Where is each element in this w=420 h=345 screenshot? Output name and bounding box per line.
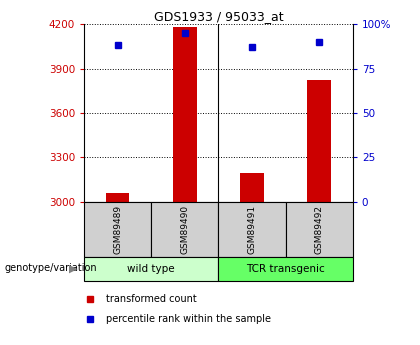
Bar: [106, 193, 129, 202]
Bar: [84, 202, 151, 257]
Text: GSM89489: GSM89489: [113, 205, 122, 254]
Text: wild type: wild type: [127, 264, 175, 274]
Bar: [240, 173, 264, 202]
Bar: [286, 202, 353, 257]
Bar: [151, 202, 218, 257]
Bar: [173, 27, 197, 202]
Text: GSM89492: GSM89492: [315, 205, 324, 254]
Title: GDS1933 / 95033_at: GDS1933 / 95033_at: [154, 10, 283, 23]
Bar: [218, 257, 353, 281]
Bar: [218, 202, 286, 257]
Bar: [307, 80, 331, 202]
Text: percentile rank within the sample: percentile rank within the sample: [106, 314, 271, 324]
Text: TCR transgenic: TCR transgenic: [246, 264, 325, 274]
Text: GSM89490: GSM89490: [180, 205, 189, 254]
Text: transformed count: transformed count: [106, 294, 197, 304]
Text: ▶: ▶: [69, 264, 78, 273]
Bar: [84, 257, 218, 281]
Text: genotype/variation: genotype/variation: [4, 264, 97, 273]
Text: GSM89491: GSM89491: [247, 205, 257, 254]
